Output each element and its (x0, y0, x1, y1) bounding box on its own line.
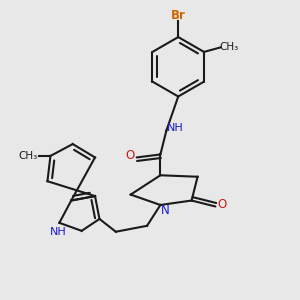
Text: O: O (217, 199, 226, 212)
Text: NH: NH (167, 123, 184, 133)
Text: Br: Br (171, 9, 186, 22)
Text: N: N (160, 204, 169, 217)
Text: CH₃: CH₃ (19, 151, 38, 161)
Text: O: O (125, 149, 135, 162)
Text: NH: NH (50, 227, 66, 237)
Text: CH₃: CH₃ (219, 43, 238, 52)
